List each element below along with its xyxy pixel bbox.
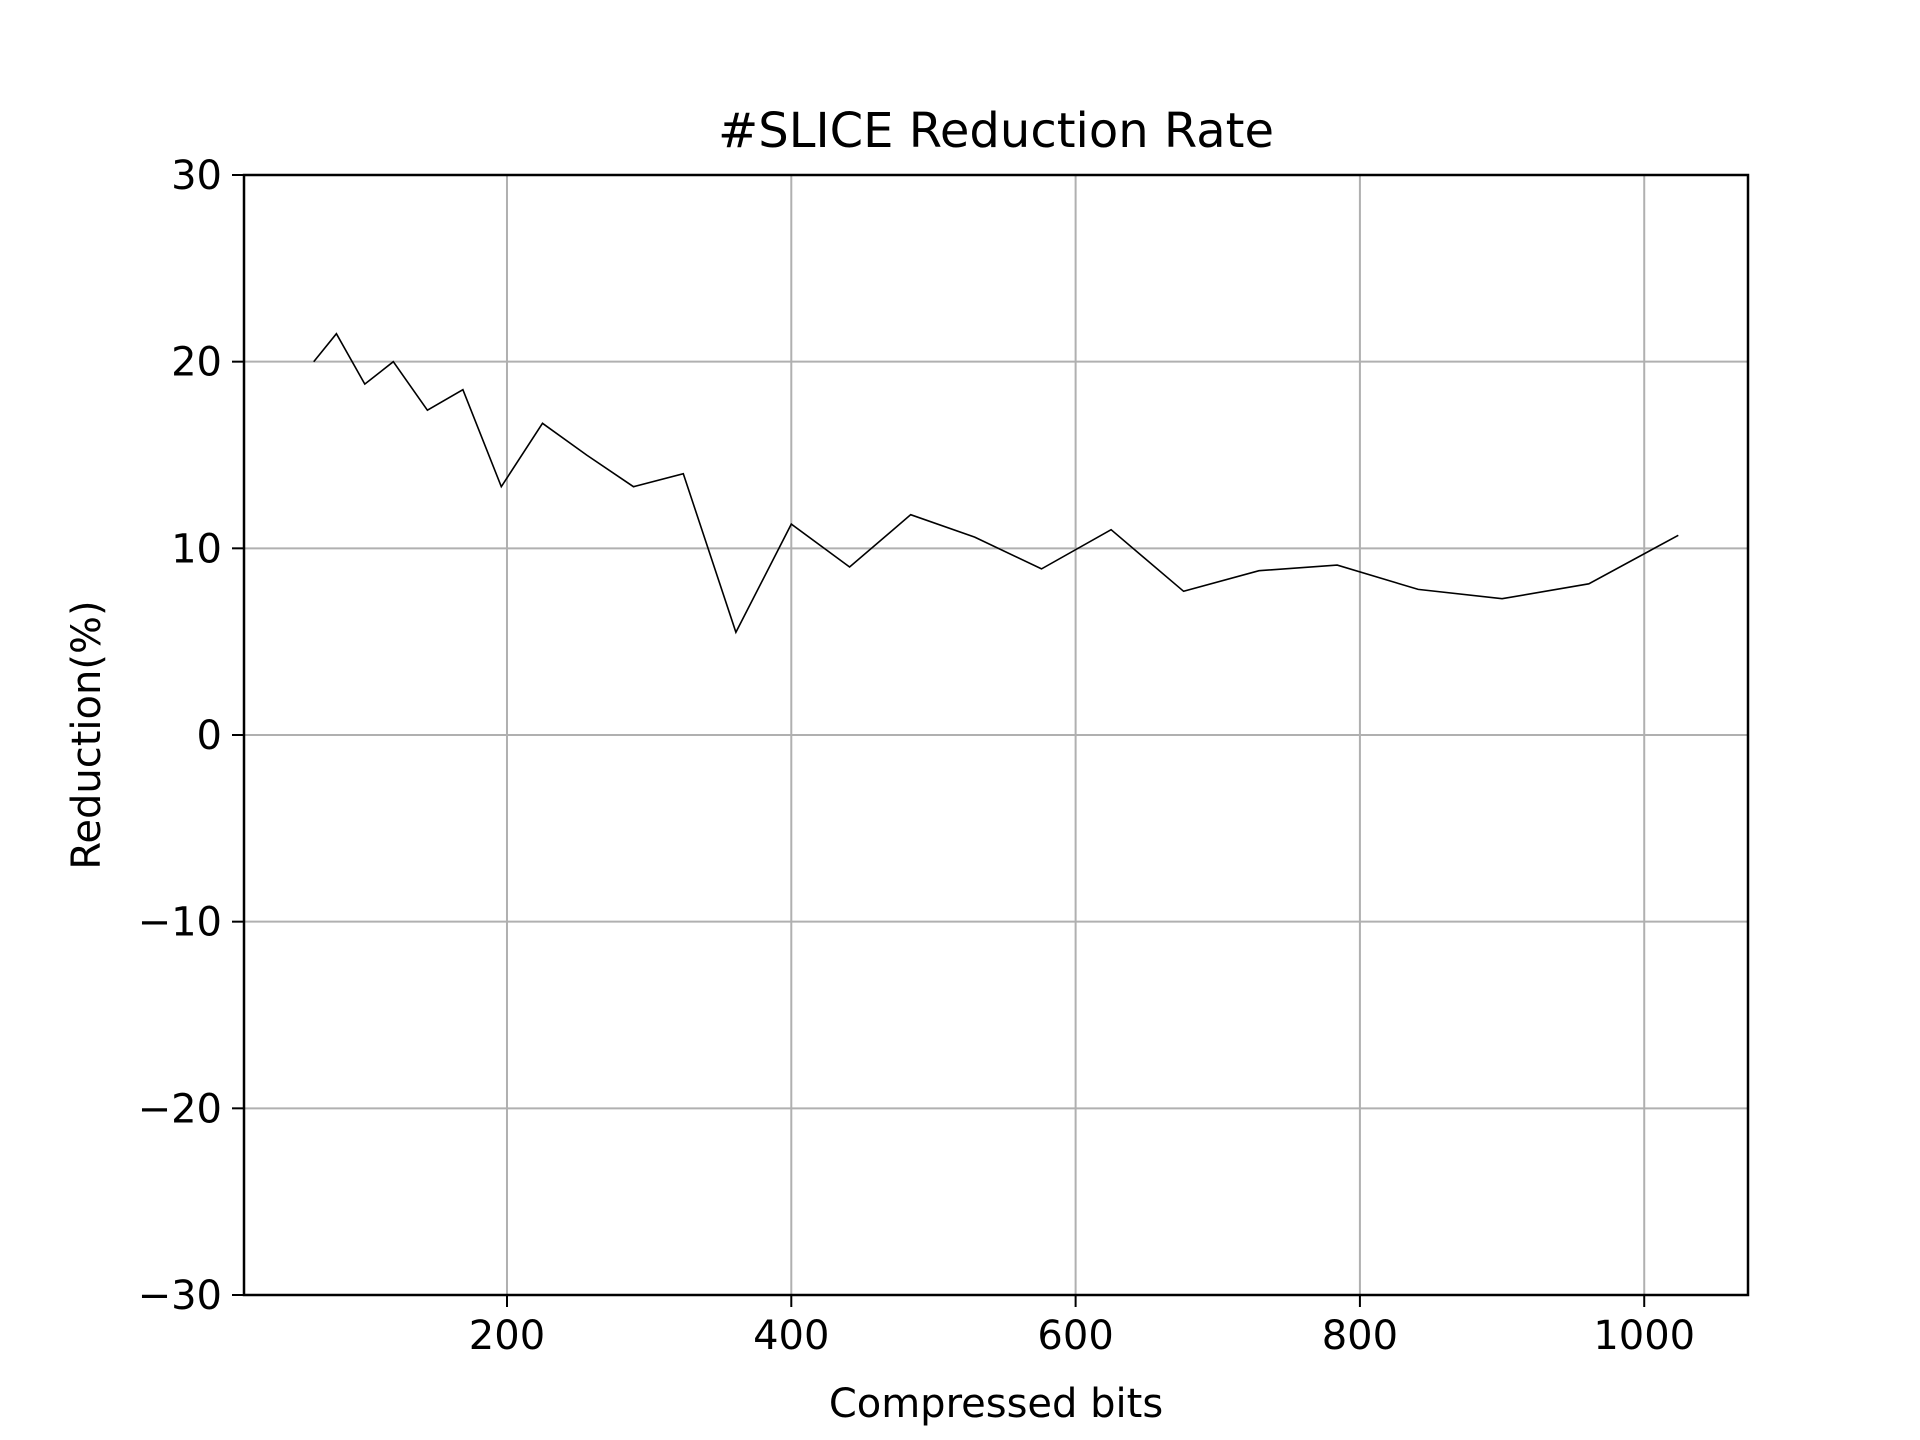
- y-tick-label: −30: [138, 1273, 222, 1319]
- y-tick-label: 30: [171, 153, 222, 199]
- x-axis-label: Compressed bits: [829, 1381, 1163, 1427]
- x-tick-label: 200: [469, 1313, 545, 1359]
- x-tick-label: 1000: [1593, 1313, 1695, 1359]
- y-tick-label: 10: [171, 526, 222, 572]
- series-line: [313, 332, 1679, 635]
- y-axis-label: Reduction(%): [64, 600, 110, 869]
- y-tick-label: 20: [171, 340, 222, 386]
- grid-lines: [244, 175, 1748, 1295]
- axis-ticks: 200 400 600 800 1000 −30 −20 −10 0 10 20 30: [138, 153, 1696, 1359]
- x-tick-label: 400: [753, 1313, 829, 1359]
- chart-title: #SLICE Reduction Rate: [718, 103, 1274, 159]
- x-tick-label: 800: [1322, 1313, 1398, 1359]
- x-tick-label: 600: [1037, 1313, 1113, 1359]
- data-series: [313, 332, 1679, 635]
- y-tick-label: 0: [197, 713, 222, 759]
- y-tick-label: −20: [138, 1086, 222, 1132]
- y-tick-label: −10: [138, 900, 222, 946]
